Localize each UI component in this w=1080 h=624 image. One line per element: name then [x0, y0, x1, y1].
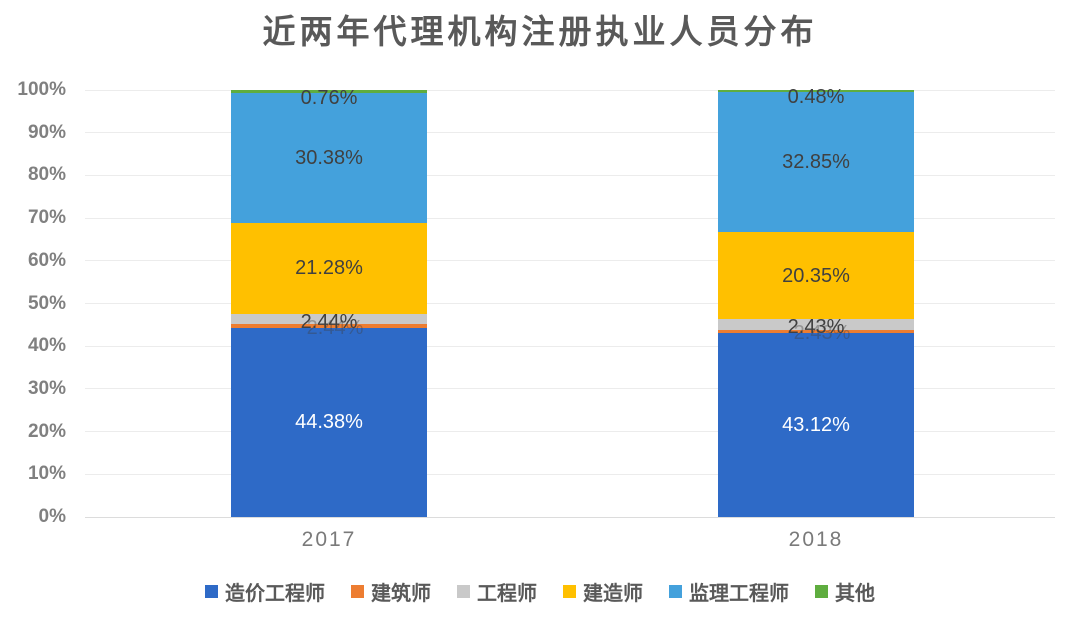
y-axis-label-30: 30% [27, 377, 66, 399]
legend-item-engineer: 工程师 [457, 577, 537, 606]
x-axis-label-2017: 2017 [301, 528, 357, 551]
legend-swatch-engineer [457, 585, 470, 598]
legend-label-other: 其他 [835, 583, 875, 605]
y-axis-label-10: 10% [27, 463, 66, 485]
legend-label-supervision-engineer: 监理工程师 [689, 583, 789, 605]
segment-engineer-2018 [718, 319, 914, 330]
gridline-80 [85, 174, 1055, 176]
segment-other-2017 [231, 90, 427, 94]
legend-item-cost-engineer: 造价工程师 [205, 577, 325, 606]
segment-other-2018 [718, 90, 914, 93]
segment-architect-2018 [718, 329, 914, 333]
segment-label-supervision-engineer-2018: 32.85% [782, 151, 850, 174]
gridline-30 [85, 388, 1055, 390]
segment-ghost-label-architect-2017: 2.44% [306, 316, 364, 339]
gridline-70 [85, 217, 1055, 219]
y-axis-label-60: 60% [27, 249, 66, 271]
legend-label-architect: 建筑师 [371, 583, 431, 605]
segment-constructor-2017 [231, 222, 427, 314]
segment-supervision-engineer-2018 [718, 92, 914, 233]
legend-label-engineer: 工程师 [477, 583, 537, 605]
chart-title: 近两年代理机构注册执业人员分布 [262, 13, 818, 50]
y-axis-label-20: 20% [27, 420, 66, 442]
y-axis-label-90: 90% [27, 121, 66, 143]
gridline-100 [85, 89, 1055, 91]
segment-label-other-2018: 0.48% [787, 86, 845, 109]
legend-swatch-architect [351, 585, 364, 598]
gridline-40 [85, 345, 1055, 347]
legend-item-constructor: 建造师 [563, 577, 643, 606]
segment-architect-2017 [231, 324, 427, 328]
legend-swatch-constructor [563, 585, 576, 598]
legend-item-supervision-engineer: 监理工程师 [669, 577, 789, 606]
segment-label-other-2017: 0.76% [300, 86, 358, 109]
legend-swatch-cost-engineer [205, 585, 218, 598]
segment-label-supervision-engineer-2017: 30.38% [295, 147, 363, 170]
legend-swatch-supervision-engineer [669, 585, 682, 598]
legend-swatch-other [815, 585, 828, 598]
segment-cost-engineer-2017 [231, 327, 427, 517]
bar-2017: 44.38% 2.44% 2.44% 21.28% 30.38% 0.76% [231, 87, 427, 517]
gridline-0 [85, 516, 1055, 518]
segment-label-engineer-2017: 2.44% [300, 311, 358, 334]
segment-engineer-2017 [231, 313, 427, 325]
segment-cost-engineer-2018 [718, 332, 914, 517]
segment-label-constructor-2018: 20.35% [782, 264, 850, 287]
y-axis-label-0: 0% [38, 506, 66, 527]
segment-label-engineer-2018: 2.43% [787, 316, 845, 339]
y-axis-label-50: 50% [27, 292, 66, 314]
segment-ghost-label-architect-2018: 2.43% [793, 322, 851, 345]
y-axis-label-80: 80% [27, 164, 66, 186]
gridline-10 [85, 473, 1055, 475]
gridline-20 [85, 431, 1055, 433]
legend-label-cost-engineer: 造价工程师 [225, 583, 325, 605]
y-axis-label-100: 100% [17, 79, 66, 100]
y-axis-label-70: 70% [27, 207, 66, 229]
segment-label-cost-engineer-2018: 43.12% [782, 413, 850, 436]
bar-2018: 43.12% 2.43% 2.43% 20.35% 32.85% 0.48% [718, 86, 914, 517]
plot-area: 44.38% 2.44% 2.44% 21.28% 30.38% 0.76% 43.12% 2… [85, 86, 1055, 518]
segment-label-constructor-2017: 21.28% [295, 257, 363, 280]
legend-item-other: 其他 [815, 577, 875, 606]
gridline-60 [85, 260, 1055, 262]
segment-constructor-2018 [718, 232, 914, 320]
x-axis-label-2018: 2018 [788, 528, 844, 551]
segment-supervision-engineer-2017 [231, 93, 427, 223]
gridline-50 [85, 303, 1055, 304]
y-axis-label-40: 40% [27, 335, 66, 357]
segment-label-cost-engineer-2017: 44.38% [295, 411, 363, 434]
legend-item-architect: 建筑师 [351, 577, 431, 606]
gridline-90 [85, 132, 1055, 134]
legend-label-constructor: 建造师 [583, 583, 643, 605]
legend: 造价工程师 建筑师 工程师 建造师 监理工程师 其他 [0, 577, 1080, 606]
